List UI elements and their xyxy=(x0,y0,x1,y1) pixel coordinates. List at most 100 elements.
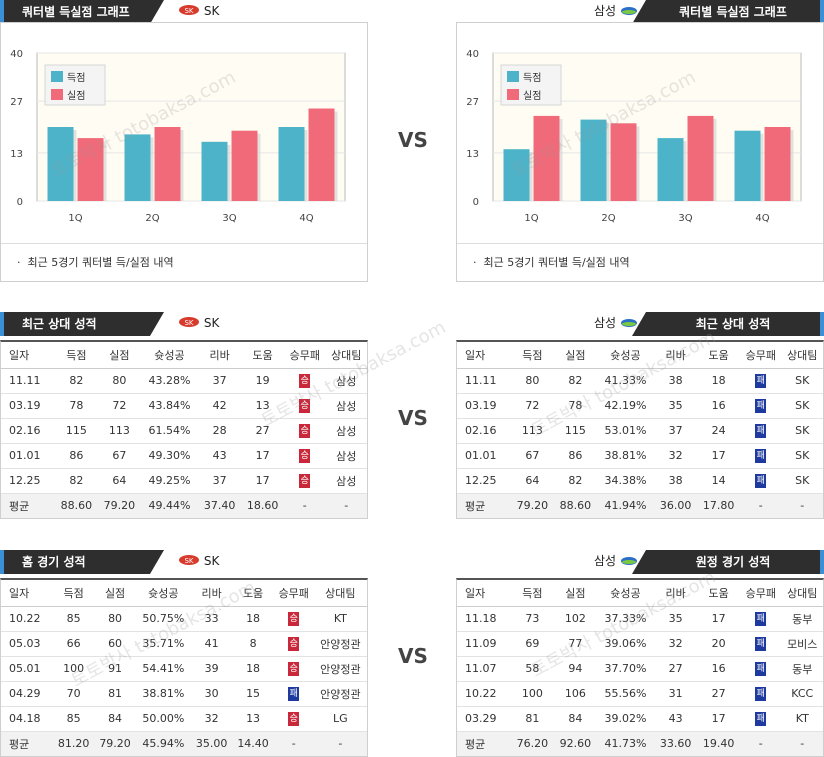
column-header: 도움 xyxy=(697,580,741,607)
table-cell: 58 xyxy=(510,656,554,682)
table-row: 02.16 115 113 61.54% 28 27 승 삼성 xyxy=(1,418,367,444)
table-cell: 12.25 xyxy=(1,468,55,494)
column-header: 일자 xyxy=(457,342,511,369)
table-row: 11.18 73 102 37.33% 35 17 패 동부 xyxy=(457,606,823,632)
table-cell: 38.81% xyxy=(596,443,655,469)
average-row: 평균 76.20 92.60 41.73% 33.60 19.40- - xyxy=(457,731,823,756)
y-tick-label: 13 xyxy=(10,149,23,160)
table-cell: 50.00% xyxy=(135,706,191,732)
win-badge: 승 xyxy=(299,398,311,413)
right-quarter-header: 삼성 쿼터별 득실점 그래프 xyxy=(456,0,824,24)
table-cell: 73 xyxy=(510,606,554,632)
loss-badge: 패 xyxy=(288,686,300,701)
result-cell: 패 xyxy=(740,656,782,682)
table-cell: 100 xyxy=(52,656,95,682)
legend-label: 득점 xyxy=(523,72,541,84)
table-row: 04.18 85 84 50.00% 32 13 승 LG xyxy=(1,706,367,732)
average-row: 평균 88.60 79.20 49.44% 37.40 18.60- - xyxy=(1,493,367,518)
table-cell: 80 xyxy=(97,368,141,394)
win-badge: 승 xyxy=(288,636,300,651)
result-cell: 승 xyxy=(284,443,326,469)
left-h2h-header: 최근 상대 성적 SK SK xyxy=(0,312,368,336)
table-cell: 13 xyxy=(232,706,274,732)
legend-label: 실점 xyxy=(523,90,541,102)
table-cell: 94 xyxy=(553,656,597,682)
result-cell: 패 xyxy=(740,443,782,469)
table-cell: 17 xyxy=(241,443,285,469)
bar-scored xyxy=(278,127,305,201)
table-cell: 안양정관 xyxy=(313,656,367,682)
table-cell: 17 xyxy=(241,468,285,494)
y-tick-label: 40 xyxy=(10,49,23,60)
table-cell: 39.06% xyxy=(596,631,655,657)
average-cell: 76.20 xyxy=(510,731,554,756)
table-cell: 37 xyxy=(198,468,242,494)
average-cell: 81.20 xyxy=(52,731,95,756)
table-row: 01.01 67 86 38.81% 32 17 패 SK xyxy=(457,443,823,469)
column-header: 실점 xyxy=(94,580,136,607)
average-cell: - xyxy=(313,731,367,756)
away-header: 삼성 원정 경기 성적 xyxy=(456,550,824,574)
table-cell: 81 xyxy=(94,681,136,707)
column-header: 득점 xyxy=(510,342,554,369)
legend-label: 실점 xyxy=(67,90,85,102)
average-cell: 88.60 xyxy=(553,493,597,518)
table-cell: 43.28% xyxy=(140,368,199,394)
column-header: 득점 xyxy=(54,342,98,369)
table-cell: 동부 xyxy=(781,606,823,632)
table-cell: LG xyxy=(313,706,367,732)
left-h2h-title: 최근 상대 성적 xyxy=(0,312,164,336)
right-h2h-header: 삼성 최근 상대 성적 xyxy=(456,312,824,336)
result-cell: 패 xyxy=(740,706,782,732)
bar-conceded xyxy=(308,108,335,201)
table-cell: 11.07 xyxy=(457,656,511,682)
column-header: 승무패 xyxy=(740,580,782,607)
average-cell: 41.73% xyxy=(596,731,655,756)
table-cell: 77 xyxy=(553,631,597,657)
bar-scored xyxy=(201,141,228,201)
average-cell: - xyxy=(325,493,367,518)
away-team-name: 삼성 xyxy=(594,554,617,568)
column-header: 슛성공 xyxy=(135,580,191,607)
result-cell: 패 xyxy=(740,606,782,632)
column-header: 리바 xyxy=(198,342,242,369)
right-quarter-chart: 0 13 27 40 1Q 2Q 3Q 4Q 득점 실점 · 최근 5경기 쿼터별 득/실점 내역 xyxy=(456,22,824,282)
table-cell: 42.19% xyxy=(596,393,655,419)
loss-badge: 패 xyxy=(755,611,767,626)
bar-conceded xyxy=(610,123,637,201)
left-team-name: SK xyxy=(203,4,220,18)
table-cell: KT xyxy=(781,706,823,732)
average-cell: 19.40 xyxy=(697,731,741,756)
loss-badge: 패 xyxy=(755,448,767,463)
average-cell: 평균 xyxy=(1,493,55,518)
result-cell: 패 xyxy=(740,418,782,444)
table-cell: 72 xyxy=(97,393,141,419)
table-cell: 67 xyxy=(510,443,554,469)
y-tick-label: 40 xyxy=(466,49,479,60)
table-cell: 18 xyxy=(697,368,741,394)
y-tick-label: 27 xyxy=(466,97,479,108)
win-badge: 승 xyxy=(299,423,311,438)
svg-text:SK: SK xyxy=(184,557,193,565)
table-cell: 53.01% xyxy=(596,418,655,444)
table-cell: 78 xyxy=(553,393,597,419)
table-cell: 19 xyxy=(241,368,285,394)
home-title: 홈 경기 성적 xyxy=(0,550,164,574)
average-cell: 79.20 xyxy=(510,493,554,518)
table-cell: 82 xyxy=(54,368,98,394)
table-cell: 38 xyxy=(654,468,698,494)
table-row: 11.07 58 94 37.70% 27 16 패 동부 xyxy=(457,656,823,682)
column-header: 리바 xyxy=(654,580,698,607)
table-cell: 64 xyxy=(97,468,141,494)
table-cell: 64 xyxy=(510,468,554,494)
table-cell: 15 xyxy=(232,681,274,707)
result-cell: 패 xyxy=(740,393,782,419)
right-h2h-team-name: 삼성 xyxy=(594,316,617,330)
table-cell: 41 xyxy=(190,631,233,657)
table-cell: 삼성 xyxy=(325,393,367,419)
bar-conceded xyxy=(154,127,181,201)
average-cell: 평균 xyxy=(1,731,53,756)
win-badge: 승 xyxy=(299,473,311,488)
table-cell: 61.54% xyxy=(140,418,199,444)
average-cell: 79.20 xyxy=(94,731,136,756)
